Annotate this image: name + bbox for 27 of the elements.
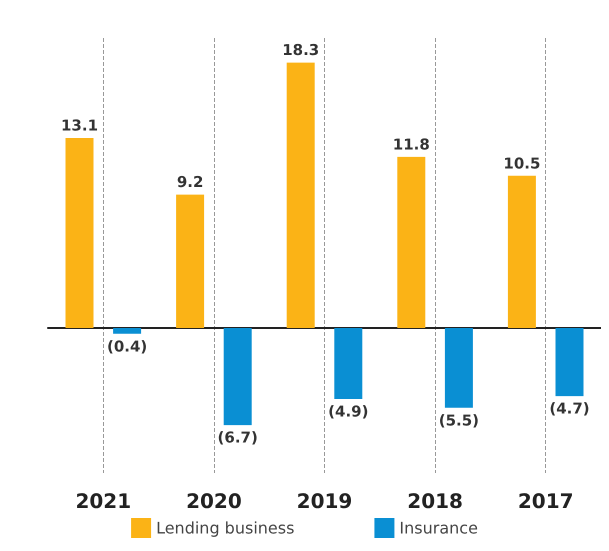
bar: [397, 156, 426, 328]
bar: [66, 138, 94, 328]
bar: [444, 328, 473, 408]
data-label: (0.4): [106, 337, 148, 356]
legend-label: Lending business: [156, 518, 294, 538]
bar: [113, 328, 142, 334]
bar: [224, 328, 252, 426]
bar: [176, 194, 204, 328]
data-label: (4.7): [549, 400, 590, 418]
bar: [556, 328, 584, 396]
x-tick-label: 2019: [296, 489, 352, 513]
x-tick-label: 2021: [75, 489, 132, 513]
data-label: 11.8: [392, 135, 430, 154]
legend-label: Insurance: [399, 518, 478, 538]
bar: [286, 62, 315, 328]
x-tick-label: 2018: [407, 489, 463, 513]
data-label: (4.9): [328, 402, 368, 421]
data-label: 18.3: [282, 41, 320, 60]
x-tick-label: 2020: [186, 489, 242, 513]
bar: [334, 328, 362, 400]
x-tick-label: 2017: [518, 489, 574, 513]
data-label: 10.5: [503, 154, 540, 172]
data-label: (5.5): [438, 411, 480, 430]
data-label: (6.7): [218, 428, 258, 447]
data-label: 13.1: [60, 116, 98, 135]
data-label: 9.2: [176, 173, 204, 192]
bar: [508, 176, 536, 328]
